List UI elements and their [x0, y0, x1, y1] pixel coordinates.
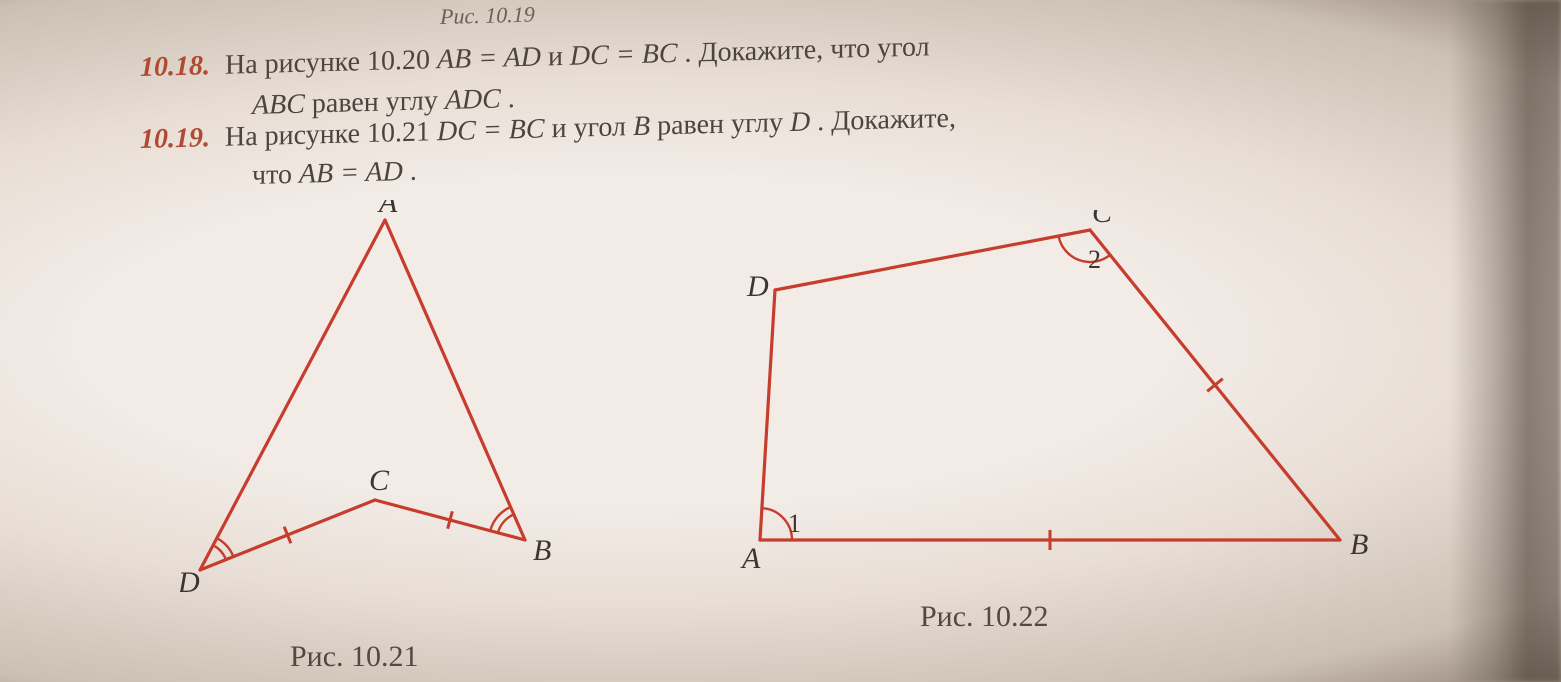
- text: . Докажите, что угол: [685, 31, 930, 68]
- text: равен углу: [657, 107, 790, 141]
- figure-10-21: A B C D: [180, 200, 600, 620]
- text: На рисунке 10.21: [225, 116, 437, 153]
- problem-10-18-line1: 10.18. На рисунке 10.20 AB = AD и DC = B…: [140, 31, 930, 84]
- text: На рисунке 10.20: [225, 44, 437, 81]
- text: . Докажите,: [817, 103, 956, 138]
- svg-text:1: 1: [788, 509, 801, 538]
- svg-text:A: A: [740, 542, 761, 575]
- problem-10-19-line2: что AB = AD .: [252, 156, 417, 192]
- math: AB = AD: [437, 42, 541, 76]
- svg-text:B: B: [1350, 528, 1368, 561]
- svg-text:D: D: [746, 270, 769, 303]
- svg-text:C: C: [369, 464, 390, 497]
- problem-number: 10.18.: [140, 50, 210, 83]
- svg-text:D: D: [180, 566, 200, 599]
- figure-10-22: A B C D 1 2: [720, 210, 1420, 610]
- math: DC = BC: [437, 113, 545, 147]
- math: DC = BC: [570, 38, 678, 72]
- page: Рис. 10.19 10.18. На рисунке 10.20 AB = …: [0, 0, 1561, 682]
- math: D: [790, 106, 810, 138]
- svg-text:A: A: [377, 200, 398, 219]
- math: AB = AD: [299, 156, 403, 190]
- math: B: [633, 111, 650, 142]
- problem-number: 10.19.: [140, 122, 210, 155]
- page-gutter-shadow: [1451, 0, 1561, 682]
- text: и угол: [552, 111, 633, 144]
- text: что: [252, 159, 299, 191]
- text: .: [508, 83, 515, 114]
- svg-text:B: B: [533, 534, 551, 567]
- caption-fig-21: Рис. 10.21: [290, 640, 419, 674]
- text: и: [548, 41, 570, 73]
- text: равен углу: [312, 85, 445, 119]
- svg-text:2: 2: [1088, 245, 1101, 274]
- math: ABC: [252, 89, 305, 121]
- svg-text:C: C: [1092, 210, 1113, 229]
- text: .: [410, 156, 417, 187]
- math: ADC: [445, 83, 501, 115]
- caption-top: Рис. 10.19: [440, 2, 535, 30]
- caption-fig-22: Рис. 10.22: [920, 600, 1049, 634]
